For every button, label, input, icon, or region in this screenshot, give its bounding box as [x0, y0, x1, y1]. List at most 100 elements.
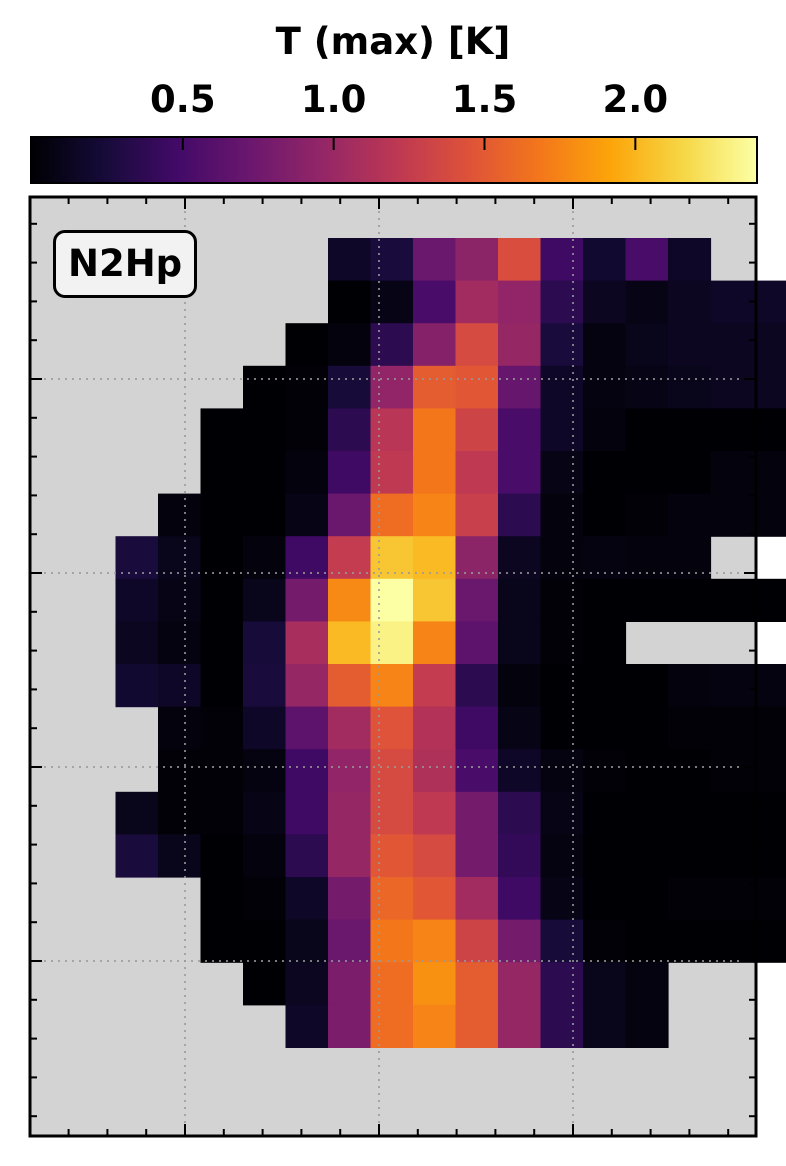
heatmap-cell: [540, 877, 584, 921]
heatmap-cell: [328, 706, 372, 750]
heatmap-cell: [200, 834, 244, 878]
heatmap-cell: [413, 962, 457, 1006]
heatmap-cell: [158, 664, 202, 708]
heatmap-cell: [370, 706, 414, 750]
heatmap-cell: [625, 791, 669, 835]
heatmap-cell: [285, 877, 329, 921]
heatmap-cell: [455, 877, 499, 921]
heatmap-cell: [753, 408, 786, 452]
heatmap-cell: [668, 877, 712, 921]
heatmap-cell: [625, 749, 669, 793]
heatmap-cell: [413, 323, 457, 367]
heatmap-cell: [285, 365, 329, 409]
heatmap-cell: [625, 238, 669, 282]
heatmap-cell: [370, 919, 414, 963]
heatmap-cell: [710, 706, 754, 750]
heatmap-cell: [498, 919, 542, 963]
heatmap-cell: [243, 919, 287, 963]
heatmap-cell: [625, 962, 669, 1006]
heatmap-cell: [625, 365, 669, 409]
heatmap-cell: [243, 877, 287, 921]
heatmap-cell: [668, 664, 712, 708]
heatmap-cell: [115, 664, 159, 708]
heatmap-cell: [583, 621, 627, 665]
heatmap-cell: [285, 919, 329, 963]
heatmap-cell: [710, 791, 754, 835]
heatmap-cell: [710, 365, 754, 409]
heatmap-cell: [413, 238, 457, 282]
heatmap-cell: [455, 493, 499, 537]
heatmap-cell: [370, 834, 414, 878]
heatmap-cell: [583, 877, 627, 921]
heatmap-cell: [200, 791, 244, 835]
heatmap-cell: [200, 877, 244, 921]
heatmap-cell: [540, 451, 584, 495]
heatmap-cell: [583, 238, 627, 282]
heatmap-cell: [668, 834, 712, 878]
heatmap-cell: [158, 536, 202, 580]
heatmap-cell: [753, 791, 786, 835]
heatmap-cell: [200, 749, 244, 793]
heatmap-cell: [668, 408, 712, 452]
heatmap-cell: [115, 791, 159, 835]
heatmap-cell: [328, 919, 372, 963]
heatmap-cell: [370, 323, 414, 367]
heatmap-cell: [668, 578, 712, 622]
heatmap-cell: [285, 536, 329, 580]
heatmap-cell: [285, 962, 329, 1006]
heatmap-cell: [625, 280, 669, 324]
heatmap-cell: [540, 749, 584, 793]
heatmap-cell: [455, 536, 499, 580]
heatmap-cell: [370, 451, 414, 495]
heatmap-cell: [455, 365, 499, 409]
heatmap-cell: [243, 791, 287, 835]
heatmap-cell: [413, 280, 457, 324]
heatmap-cell: [158, 791, 202, 835]
heatmap-cell: [328, 238, 372, 282]
heatmap-cell: [753, 877, 786, 921]
heatmap-cell: [243, 408, 287, 452]
heatmap-cell: [328, 664, 372, 708]
heatmap-cell: [370, 280, 414, 324]
heatmap-cell: [498, 323, 542, 367]
heatmap-cell: [413, 621, 457, 665]
heatmap-cell: [413, 365, 457, 409]
heatmap-cell: [710, 749, 754, 793]
heatmap-cell: [498, 962, 542, 1006]
heatmap-cell: [370, 621, 414, 665]
heatmap-cell: [413, 451, 457, 495]
heatmap-cell: [370, 749, 414, 793]
heatmap-cell: [753, 493, 786, 537]
heatmap-cell: [498, 280, 542, 324]
heatmap-cell: [328, 791, 372, 835]
heatmap-cell: [540, 834, 584, 878]
heatmap-cell: [625, 578, 669, 622]
heatmap-cell: [710, 323, 754, 367]
heatmap-cell: [583, 834, 627, 878]
heatmap-cell: [710, 877, 754, 921]
heatmap-cell: [370, 791, 414, 835]
heatmap-cell: [328, 962, 372, 1006]
heatmap-cell: [455, 323, 499, 367]
heatmap-cell: [498, 706, 542, 750]
heatmap-cell: [413, 877, 457, 921]
heatmap-cell: [328, 451, 372, 495]
heatmap-cell: [753, 664, 786, 708]
heatmap-cell: [753, 323, 786, 367]
heatmap-cell: [668, 238, 712, 282]
heatmap-cell: [285, 493, 329, 537]
heatmap-cell: [498, 493, 542, 537]
heatmap-cell: [498, 451, 542, 495]
heatmap-cell: [158, 749, 202, 793]
heatmap-cell: [540, 664, 584, 708]
heatmap-cell: [455, 621, 499, 665]
heatmap-cell: [328, 578, 372, 622]
heatmap-cell: [498, 238, 542, 282]
heatmap-cell: [413, 706, 457, 750]
heatmap-cell: [540, 706, 584, 750]
heatmap-cell: [370, 664, 414, 708]
heatmap-cell: [370, 578, 414, 622]
heatmap-cell: [540, 493, 584, 537]
colorbar-tick-label: 0.5: [150, 78, 216, 121]
